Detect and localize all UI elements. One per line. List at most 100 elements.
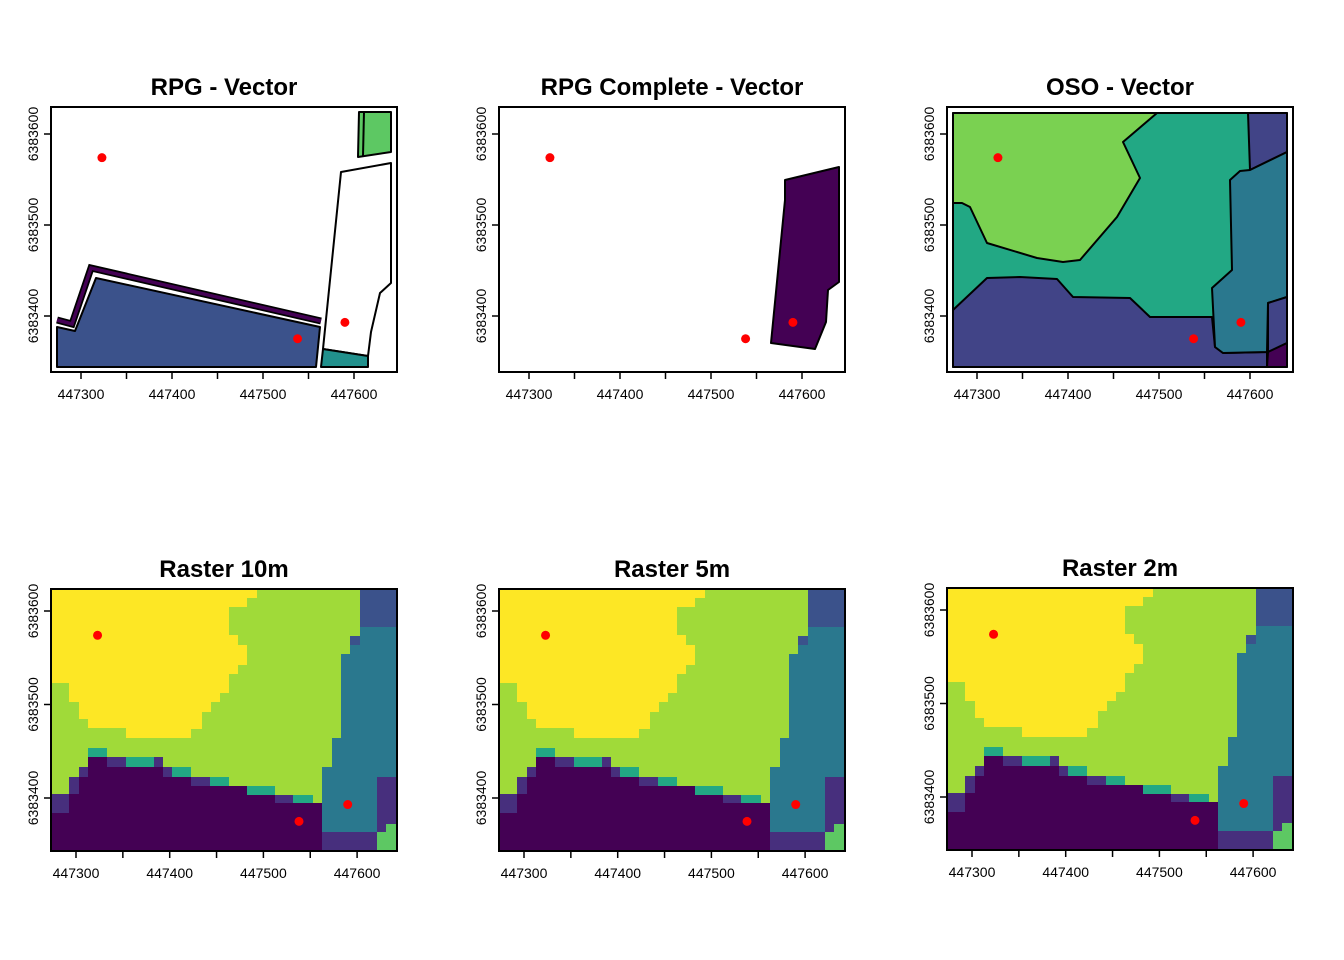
raster-yellow [500, 589, 705, 738]
y-tick-label: 6383400 [921, 289, 937, 344]
raster-teal-edge2 [574, 757, 602, 767]
map-area [952, 112, 1288, 368]
x-tick-label: 447400 [149, 386, 196, 402]
raster-violet-bottom [322, 832, 377, 850]
raster-purple [948, 756, 1218, 849]
raster-green-corner [1273, 823, 1292, 849]
raster-violet-edge4 [639, 777, 658, 786]
raster-teal-edge6 [1189, 794, 1209, 802]
y-tick-label: 6383600 [25, 107, 41, 162]
plot-frame [498, 588, 846, 852]
y-tick-label: 6383400 [25, 771, 41, 826]
x-tick-label: 447400 [1045, 386, 1092, 402]
x-tick-label: 447500 [240, 865, 287, 881]
x-tick-label: 447600 [331, 386, 378, 402]
y-tick-label: 6383500 [25, 677, 41, 732]
landcover-purple [1266, 342, 1288, 368]
x-tick-label: 447300 [506, 386, 553, 402]
x-tick-label: 447600 [779, 386, 826, 402]
sample-point [788, 317, 798, 327]
x-tick-label: 447600 [1227, 386, 1274, 402]
x-tick-label: 447300 [954, 386, 1001, 402]
raster-violet-edge3 [1050, 756, 1068, 776]
raster-teal-edge3 [172, 767, 191, 777]
raster-teal-edge4 [658, 777, 677, 786]
raster-violet-edge5 [1171, 794, 1189, 802]
x-tick-label: 447300 [58, 386, 105, 402]
y-tick-label: 6383600 [921, 583, 937, 638]
raster-violet-edge3 [154, 757, 172, 777]
panel-title: OSO - Vector [1046, 74, 1194, 101]
y-tick-label: 6383600 [921, 107, 937, 162]
sample-point [1239, 799, 1249, 809]
raster-violet-edge5 [723, 795, 741, 803]
sample-point [989, 629, 999, 639]
y-tick-label: 6383500 [473, 198, 489, 253]
raster-blue [1246, 588, 1292, 644]
panel-raster-2m: Raster 2m 447300 447400 447500 447600 638340… [921, 555, 1294, 880]
x-tick-label: 447600 [1230, 864, 1277, 880]
sample-point [545, 153, 555, 163]
raster-violet-right [377, 777, 396, 832]
raster-violet-edge2 [1003, 756, 1022, 766]
raster-teal-edge2 [126, 757, 154, 767]
parcel-teal [320, 348, 369, 368]
sample-point [1236, 317, 1246, 327]
x-tick-label: 447500 [240, 386, 287, 402]
sample-point [791, 800, 801, 810]
raster-teal-edge4 [1106, 776, 1125, 785]
y-tick-label: 6383500 [921, 676, 937, 731]
raster-teal-edge2 [1022, 756, 1050, 766]
sample-point [293, 334, 303, 344]
raster-teal-edge6 [293, 795, 313, 803]
y-tick-label: 6383400 [473, 289, 489, 344]
parcel-blue [56, 277, 321, 368]
panel-title: RPG - Vector [151, 74, 298, 101]
raster-teal-edge3 [1068, 766, 1087, 776]
panel-raster-5m: Raster 5m 447300 447400 447500 447600 638340… [473, 556, 846, 881]
raster-teal-edge4 [210, 777, 229, 786]
raster-green-corner [377, 824, 396, 850]
raster-violet-edge3 [602, 757, 620, 777]
y-tick-label: 6383400 [473, 771, 489, 826]
raster-blue [798, 589, 844, 645]
parcel-purple [770, 166, 840, 350]
raster-area [948, 588, 1292, 849]
parcel-green [357, 111, 392, 158]
raster-teal-edge [984, 747, 1003, 756]
panel-rpg-vector: RPG - Vector 447300 447400 447500 447600 638… [25, 74, 398, 402]
raster-purple [52, 757, 322, 850]
sample-point [340, 317, 350, 327]
x-tick-label: 447400 [594, 865, 641, 881]
raster-teal-edge6 [741, 795, 761, 803]
raster-violet-edge [52, 767, 88, 813]
sample-point [742, 816, 752, 826]
x-tick-label: 447500 [1136, 386, 1183, 402]
raster-green-corner [825, 824, 844, 850]
parcel-purple [56, 265, 322, 327]
raster-teal-edge [88, 748, 107, 757]
x-tick-label: 447600 [782, 865, 829, 881]
raster-teal-edge5 [695, 786, 723, 795]
plot-frame [946, 106, 1294, 373]
landcover-light-green [952, 112, 1158, 263]
plot-frame [50, 588, 398, 852]
y-tick-label: 6383600 [25, 584, 41, 639]
sample-point [993, 153, 1003, 163]
panel-raster-10m: Raster 10m 447300 447400 447500 447600 63834… [25, 556, 398, 881]
y-tick-label: 6383600 [473, 584, 489, 639]
raster-area [52, 589, 396, 850]
panel-title: Raster 2m [1062, 555, 1178, 582]
panel-title: Raster 5m [614, 556, 730, 583]
x-tick-label: 447500 [688, 865, 735, 881]
panel-oso-vector: OSO - Vector 447300 447400 447500 447600 638… [921, 74, 1294, 402]
sample-point [97, 153, 107, 163]
raster-violet-bottom [770, 832, 825, 850]
y-tick-label: 6383500 [473, 677, 489, 732]
plot-frame [498, 106, 846, 373]
x-tick-label: 447400 [597, 386, 644, 402]
y-tick-label: 6383600 [473, 107, 489, 162]
x-tick-label: 447300 [949, 864, 996, 880]
panel-title: RPG Complete - Vector [541, 74, 804, 101]
